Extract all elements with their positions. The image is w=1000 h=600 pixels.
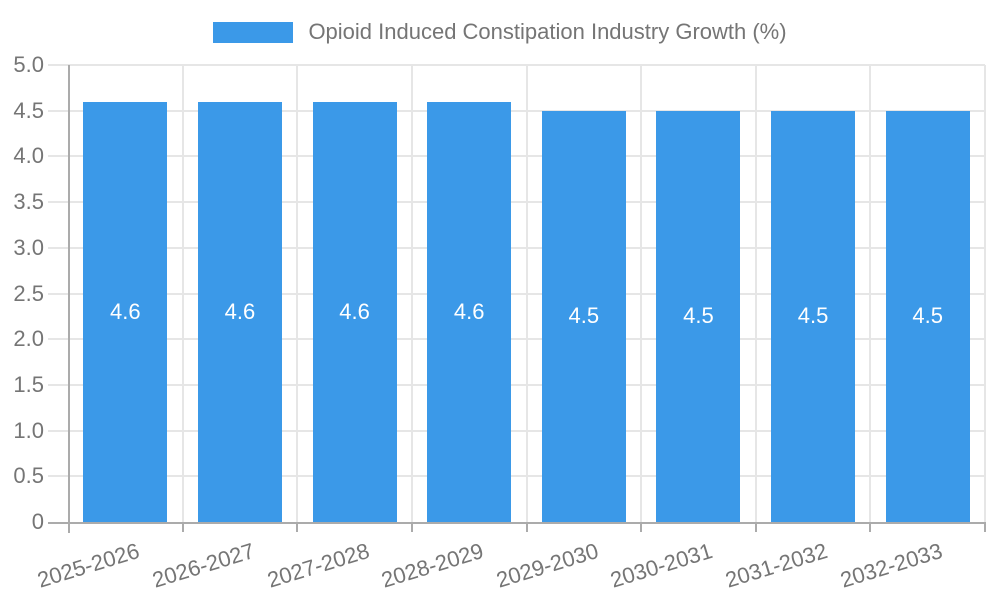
y-axis-tick-label: 2.5 [13, 280, 44, 306]
y-gridline [48, 475, 985, 478]
x-gridline [181, 65, 184, 522]
x-axis-tick [640, 522, 643, 532]
x-axis-tick [410, 522, 413, 532]
bar-value-label: 4.5 [683, 303, 714, 329]
x-gridline [754, 65, 757, 522]
bar[interactable]: 4.5 [885, 110, 970, 522]
y-axis-tick-label: 0 [31, 509, 44, 534]
bar-value-label: 4.6 [224, 298, 256, 324]
bar[interactable]: 4.5 [656, 110, 741, 522]
bar-value-label: 4.6 [339, 298, 370, 324]
x-gridline [296, 65, 299, 522]
x-axis-tick [984, 522, 986, 532]
legend-swatch [213, 21, 294, 43]
bar-value-label: 4.6 [110, 298, 141, 324]
bar[interactable]: 4.5 [541, 110, 626, 522]
y-axis-tick-label: 1.5 [13, 371, 44, 397]
bar[interactable]: 4.6 [83, 101, 168, 522]
y-axis-line [68, 65, 70, 533]
y-gridline [48, 292, 985, 295]
bar[interactable]: 4.6 [427, 101, 512, 522]
x-gridline [525, 65, 528, 522]
y-gridline [48, 109, 985, 112]
y-axis-tick-label: 2.0 [13, 326, 44, 352]
y-gridline [48, 429, 985, 432]
bar-value-label: 4.5 [797, 303, 829, 329]
y-axis-tick-label: 5.0 [13, 52, 44, 77]
y-axis-tick-label: 3.5 [13, 189, 44, 215]
y-axis-tick-label: 4.5 [13, 97, 44, 123]
x-gridline [984, 65, 986, 522]
x-gridline [869, 65, 872, 522]
x-gridline [640, 65, 643, 522]
x-axis-tick [754, 522, 757, 532]
y-gridline [48, 201, 985, 204]
bar[interactable]: 4.6 [197, 101, 282, 522]
y-gridline [48, 64, 985, 66]
y-axis-tick-label: 1.0 [13, 417, 44, 443]
y-gridline [48, 246, 985, 249]
x-axis-tick [296, 522, 299, 532]
y-gridline [48, 383, 985, 386]
bar-value-label: 4.5 [568, 303, 600, 329]
bar-value-label: 4.5 [912, 303, 943, 329]
bar[interactable]: 4.6 [312, 101, 397, 522]
x-axis-tick [869, 522, 872, 532]
plot-area: 0 0.5 1.0 1.5 2.0 2.5 3.0 3.5 4.0 4.5 5.0 4.6 2025-2… [13, 52, 986, 593]
bar-value-label: 4.6 [453, 298, 485, 324]
y-axis-tick-label: 3.0 [13, 234, 44, 260]
chart-legend[interactable]: Opioid Induced Constipation Industry Gro… [0, 16, 1000, 48]
y-gridline [48, 155, 985, 158]
legend-label: Opioid Induced Constipation Industry Gro… [308, 19, 787, 44]
x-axis-tick [181, 522, 184, 532]
x-axis-line [48, 522, 985, 524]
x-gridline [410, 65, 413, 522]
y-gridline [48, 338, 985, 341]
bar[interactable]: 4.5 [771, 110, 856, 522]
y-axis-tick-label: 0.5 [13, 463, 44, 489]
y-axis-tick-label: 4.0 [13, 143, 44, 169]
x-axis-tick [525, 522, 528, 532]
